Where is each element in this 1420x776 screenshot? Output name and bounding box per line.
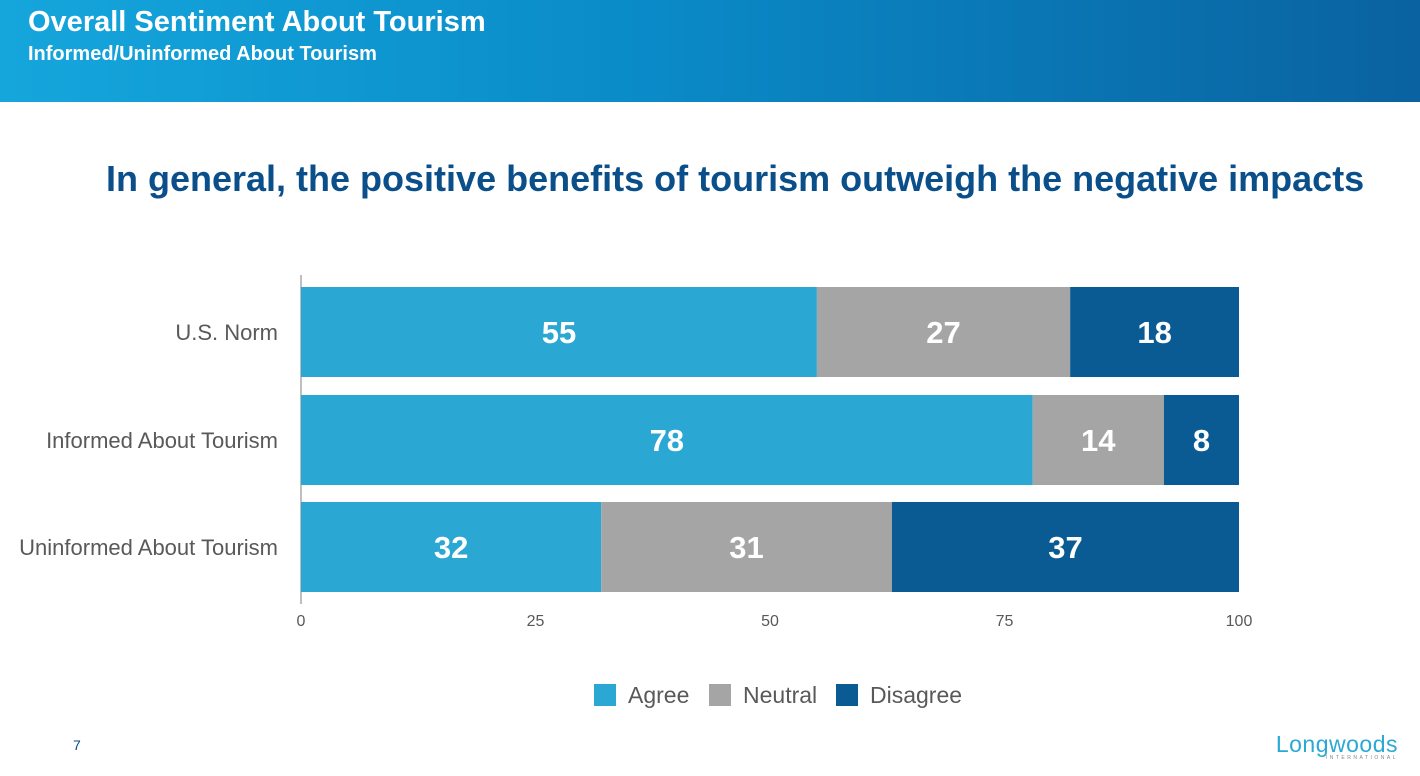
bar-segment [1163, 395, 1239, 485]
x-tick-label: 50 [761, 613, 779, 630]
legend-item: Disagree [836, 680, 962, 710]
data-label: 18 [1137, 315, 1171, 350]
category-label: U.S. Norm [175, 320, 278, 345]
banner-title: Overall Sentiment About Tourism [28, 6, 486, 38]
bar-segment [891, 502, 1239, 592]
legend-label: Agree [628, 681, 690, 708]
bar-segment [1032, 395, 1164, 485]
page-number: 7 [73, 737, 81, 753]
category-label: Informed About Tourism [46, 428, 278, 453]
bar-segment [601, 502, 892, 592]
bar-segment [816, 287, 1071, 377]
data-label: 8 [1193, 423, 1210, 458]
chart-legend: Agree Neutral Disagree [0, 680, 1420, 710]
logo-text: Longwoods [1275, 731, 1398, 757]
data-label: 55 [542, 315, 576, 350]
category-label: Uninformed About Tourism [19, 535, 278, 560]
banner-subtitle: Informed/Uninformed About Tourism [28, 43, 377, 65]
chart-title: In general, the positive benefits of tou… [106, 158, 1365, 199]
legend-item: Neutral [709, 680, 817, 710]
bar-segment [301, 395, 1033, 485]
x-tick-label: 100 [1226, 613, 1253, 630]
header-banner: Overall Sentiment About Tourism Informed… [0, 0, 1420, 102]
bar-segment [301, 287, 817, 377]
logo-subtext: INTERNATIONAL [1325, 755, 1398, 761]
legend-swatch [836, 684, 858, 706]
x-tick-label: 25 [527, 613, 545, 630]
x-tick-label: 75 [996, 613, 1014, 630]
data-label: 31 [729, 530, 763, 565]
bar-segment [1070, 287, 1239, 377]
company-logo: Longwoods INTERNATIONAL [1276, 732, 1398, 761]
x-tick-label: 0 [297, 613, 306, 630]
legend-label: Neutral [743, 681, 818, 708]
bar-segment [301, 502, 602, 592]
legend-item: Agree [594, 680, 689, 710]
data-label: 27 [926, 315, 960, 350]
data-label: 32 [434, 530, 468, 565]
stacked-bar-chart: U.S. Norm 55 27 18 Informed About Tourism 78 1… [19, 275, 1253, 630]
data-label: 37 [1048, 530, 1082, 565]
legend-swatch [709, 684, 731, 706]
data-label: 78 [650, 423, 684, 458]
data-label: 14 [1081, 423, 1116, 458]
legend-label: Disagree [870, 681, 963, 708]
legend-swatch [594, 684, 616, 706]
